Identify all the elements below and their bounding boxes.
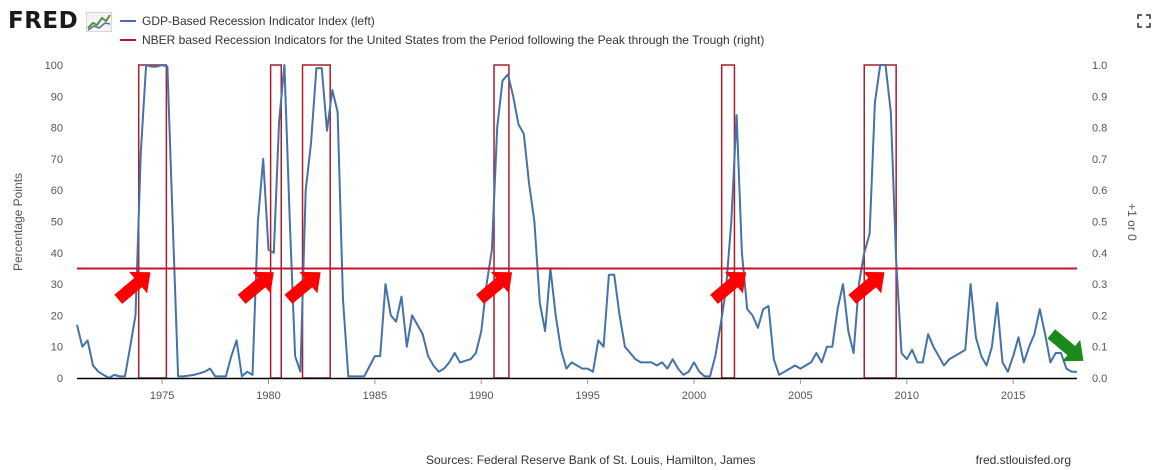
legend-swatch-nber xyxy=(120,38,136,41)
gdp-series xyxy=(76,64,1077,379)
x-tick-label: 1990 xyxy=(469,390,493,402)
fullscreen-icon[interactable] xyxy=(1137,14,1151,28)
y-axis-right: 0.0 0.1 0.2 0.3 0.4 0.5 0.6 0.7 0.8 0.9 1.0 xyxy=(1092,60,1107,385)
x-tick-label: 1980 xyxy=(256,390,280,402)
y2-tick-label: 0.0 xyxy=(1092,373,1107,385)
recession-band xyxy=(720,64,736,379)
red-arrow-icon-shape xyxy=(848,271,885,304)
red-arrow-icon xyxy=(476,271,513,304)
green-arrow-icon-shape xyxy=(1047,329,1084,362)
red-arrow-icon-shape xyxy=(237,271,274,304)
y-tick-label: 0 xyxy=(57,373,63,385)
x-tick-label: 1985 xyxy=(363,390,387,402)
y-tick-label: 70 xyxy=(51,154,63,166)
x-tick-label: 2000 xyxy=(682,390,706,402)
y2-tick-label: 1.0 xyxy=(1092,60,1107,72)
y-tick-label: 80 xyxy=(51,123,63,135)
x-tick-label: 2005 xyxy=(788,390,812,402)
y2-tick-label: 0.5 xyxy=(1092,217,1107,229)
legend-swatch-gdp xyxy=(120,19,136,22)
y2-tick-label: 0.4 xyxy=(1092,248,1107,260)
y-tick-label: 100 xyxy=(45,60,63,72)
y-tick-label: 30 xyxy=(51,279,63,291)
x-tick-label: 1995 xyxy=(575,390,599,402)
y2-tick-label: 0.8 xyxy=(1092,123,1107,135)
legend-item-gdp[interactable]: GDP-Based Recession Indicator Index (lef… xyxy=(120,11,764,30)
x-tick-label: 2010 xyxy=(895,390,919,402)
y2-tick-label: 0.3 xyxy=(1092,279,1107,291)
red-arrow-icon-shape xyxy=(710,271,747,304)
fred-chart-icon xyxy=(86,12,112,32)
y2-tick-label: 0.6 xyxy=(1092,185,1107,197)
sources-text: Sources: Federal Reserve Bank of St. Lou… xyxy=(426,453,756,467)
x-tick-label: 1975 xyxy=(150,390,174,402)
y2-tick-label: 0.9 xyxy=(1092,91,1107,103)
red-arrow-icon-shape xyxy=(114,271,151,304)
y2-tick-label: 0.1 xyxy=(1092,342,1107,354)
red-arrow-icon-shape xyxy=(284,271,321,304)
legend-label-gdp: GDP-Based Recession Indicator Index (lef… xyxy=(142,13,375,28)
y-tick-label: 10 xyxy=(51,342,63,354)
legend-item-nber[interactable]: NBER based Recession Indicators for the … xyxy=(120,30,764,49)
site-link[interactable]: fred.stlouisfed.org xyxy=(975,453,1071,467)
y-tick-label: 40 xyxy=(51,248,63,260)
red-arrow-icon xyxy=(710,271,747,304)
fred-logo[interactable]: FRED xyxy=(8,8,79,34)
y-axis-left: 0 10 20 30 40 50 60 70 80 90 100 xyxy=(45,60,63,385)
y-axis-left-title: Percentage Points xyxy=(11,173,25,271)
y2-tick-label: 0.2 xyxy=(1092,310,1107,322)
x-tick-label: 2015 xyxy=(1001,390,1025,402)
recession-bands xyxy=(137,64,897,379)
y-tick-label: 50 xyxy=(51,217,63,229)
y-tick-label: 60 xyxy=(51,185,63,197)
x-axis: 1975 1980 1985 1990 1995 2000 2005 2010 2015 xyxy=(150,379,1025,402)
green-arrow-icon xyxy=(1047,329,1084,362)
y-tick-label: 90 xyxy=(51,91,63,103)
annotation-arrows xyxy=(114,271,1084,362)
y2-tick-label: 0.7 xyxy=(1092,154,1107,166)
y-tick-label: 20 xyxy=(51,310,63,322)
legend-label-nber: NBER based Recession Indicators for the … xyxy=(142,32,765,47)
chart-legend: GDP-Based Recession Indicator Index (lef… xyxy=(120,11,764,49)
recession-band xyxy=(493,64,510,379)
y-axis-right-title: +1 or 0 xyxy=(1125,203,1139,241)
red-arrow-icon-shape xyxy=(476,271,513,304)
red-arrow-icon xyxy=(114,271,151,304)
red-arrow-icon xyxy=(284,271,321,304)
series-line xyxy=(76,64,1077,379)
red-arrow-icon xyxy=(237,271,274,304)
red-arrow-icon xyxy=(848,271,885,304)
